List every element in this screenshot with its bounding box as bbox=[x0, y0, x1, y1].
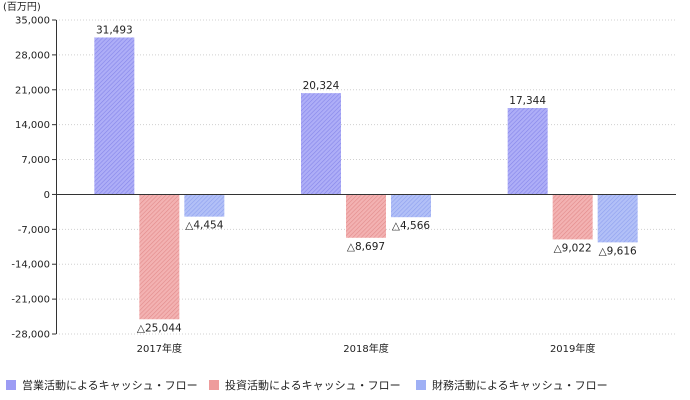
y-tick-label: 35,000 bbox=[15, 16, 50, 27]
data-label: 17,344 bbox=[509, 95, 546, 107]
data-label: △4,454 bbox=[185, 220, 223, 232]
y-tick-label: 14,000 bbox=[15, 120, 50, 131]
y-tick-label: -14,000 bbox=[11, 260, 50, 271]
legend-swatch-financing bbox=[416, 380, 426, 390]
x-category-label: 2018年度 bbox=[343, 342, 388, 355]
legend-swatch-investing bbox=[209, 380, 219, 390]
data-label: △9,022 bbox=[554, 242, 592, 254]
data-label: 31,493 bbox=[96, 24, 133, 36]
y-tick-label: -28,000 bbox=[11, 330, 50, 341]
legend-item-operating: 営業活動によるキャッシュ・フロー bbox=[6, 377, 198, 393]
y-tick-label: 28,000 bbox=[15, 50, 50, 61]
legend-label-investing: 投資活動によるキャッシュ・フロー bbox=[225, 379, 401, 392]
y-tick-label: -7,000 bbox=[18, 225, 50, 236]
bar-operating bbox=[301, 93, 341, 195]
bar-layer bbox=[94, 37, 638, 320]
y-tick-label: 7,000 bbox=[21, 155, 50, 166]
data-label: △9,616 bbox=[599, 245, 637, 257]
grid-layer bbox=[56, 19, 676, 335]
bar-operating bbox=[94, 37, 135, 195]
legend-item-investing: 投資活動によるキャッシュ・フロー bbox=[209, 377, 401, 393]
data-label: △25,044 bbox=[137, 322, 182, 334]
y-tick-label: -21,000 bbox=[11, 295, 50, 306]
legend-item-financing: 財務活動によるキャッシュ・フロー bbox=[416, 377, 608, 393]
bar-investing bbox=[552, 194, 593, 240]
legend-swatch-operating bbox=[6, 380, 16, 390]
bar-financing bbox=[184, 194, 225, 217]
legend-label-operating: 営業活動によるキャッシュ・フロー bbox=[22, 379, 198, 392]
y-unit-label: (百万円) bbox=[3, 1, 41, 13]
data-label: △8,697 bbox=[347, 241, 385, 253]
axis-layer: 35,000 28,000 21,000 14,000 7,000 0 -7,000 -14,… bbox=[11, 16, 676, 355]
legend-label-financing: 財務活動によるキャッシュ・フロー bbox=[432, 379, 608, 392]
x-category-label: 2017年度 bbox=[137, 342, 182, 355]
bar-operating bbox=[507, 107, 548, 195]
bar-investing bbox=[139, 194, 180, 320]
x-category-label: 2019年度 bbox=[550, 342, 595, 355]
data-label: △4,566 bbox=[392, 220, 430, 232]
data-label: 20,324 bbox=[303, 80, 340, 92]
y-tick-label: 0 bbox=[44, 190, 50, 201]
legend: 営業活動によるキャッシュ・フロー 投資活動によるキャッシュ・フロー 財務活動によ… bbox=[0, 374, 690, 394]
bar-financing bbox=[391, 194, 431, 218]
y-tick-label: 21,000 bbox=[15, 85, 50, 96]
bar-investing bbox=[346, 194, 386, 238]
bar-financing bbox=[597, 194, 638, 243]
label-layer: 31,493 △25,044 △4,454 20,324 △8,697 △4,566 17,… bbox=[96, 24, 637, 334]
